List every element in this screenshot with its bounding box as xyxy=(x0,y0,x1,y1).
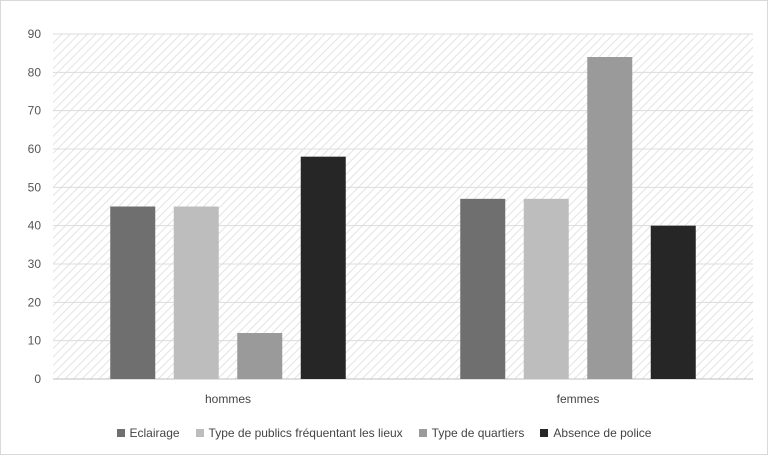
legend-label: Eclairage xyxy=(129,426,180,440)
y-tick-label: 0 xyxy=(34,372,41,386)
bars xyxy=(110,57,696,379)
legend-swatch xyxy=(116,429,125,437)
legend: Eclairage Type de publics fréquentant les… xyxy=(1,426,767,440)
y-tick-label: 90 xyxy=(28,27,42,41)
bar-femmes-3 xyxy=(650,225,696,379)
legend-item: Type de publics fréquentant les lieux xyxy=(195,426,403,440)
y-tick-label: 30 xyxy=(28,257,42,271)
y-tick-label: 10 xyxy=(28,334,42,348)
plot-area xyxy=(53,34,753,379)
legend-swatch xyxy=(195,429,204,437)
x-category-label: femmes xyxy=(557,392,600,406)
y-tick-label: 80 xyxy=(28,65,42,79)
bar-hommes-1 xyxy=(173,206,219,379)
gridlines xyxy=(53,33,753,380)
y-tick-label: 50 xyxy=(28,180,42,194)
bar-femmes-0 xyxy=(460,198,506,379)
y-tick-label: 40 xyxy=(28,219,42,233)
y-tick-label: 70 xyxy=(28,104,42,118)
legend-item: Absence de police xyxy=(540,426,651,440)
x-category-label: hommes xyxy=(205,392,251,406)
y-tick-label: 20 xyxy=(28,295,42,309)
legend-swatch xyxy=(418,429,427,437)
legend-label: Absence de police xyxy=(553,426,652,440)
bar-hommes-3 xyxy=(300,156,346,379)
legend-label: Type de publics fréquentant les lieux xyxy=(208,426,403,440)
bar-hommes-2 xyxy=(237,333,283,379)
bar-femmes-2 xyxy=(587,57,633,379)
legend-label: Type de quartiers xyxy=(431,426,525,440)
y-tick-label: 60 xyxy=(28,142,42,156)
bar-femmes-1 xyxy=(523,198,569,379)
legend-item: Eclairage xyxy=(116,426,180,440)
bar-hommes-0 xyxy=(110,206,156,379)
y-axis-ticks: 0 10 20 30 40 50 60 70 80 90 xyxy=(28,27,42,386)
legend-item: Type de quartiers xyxy=(418,426,525,440)
legend-swatch xyxy=(540,429,549,437)
x-axis-categories: hommes femmes xyxy=(205,392,599,406)
